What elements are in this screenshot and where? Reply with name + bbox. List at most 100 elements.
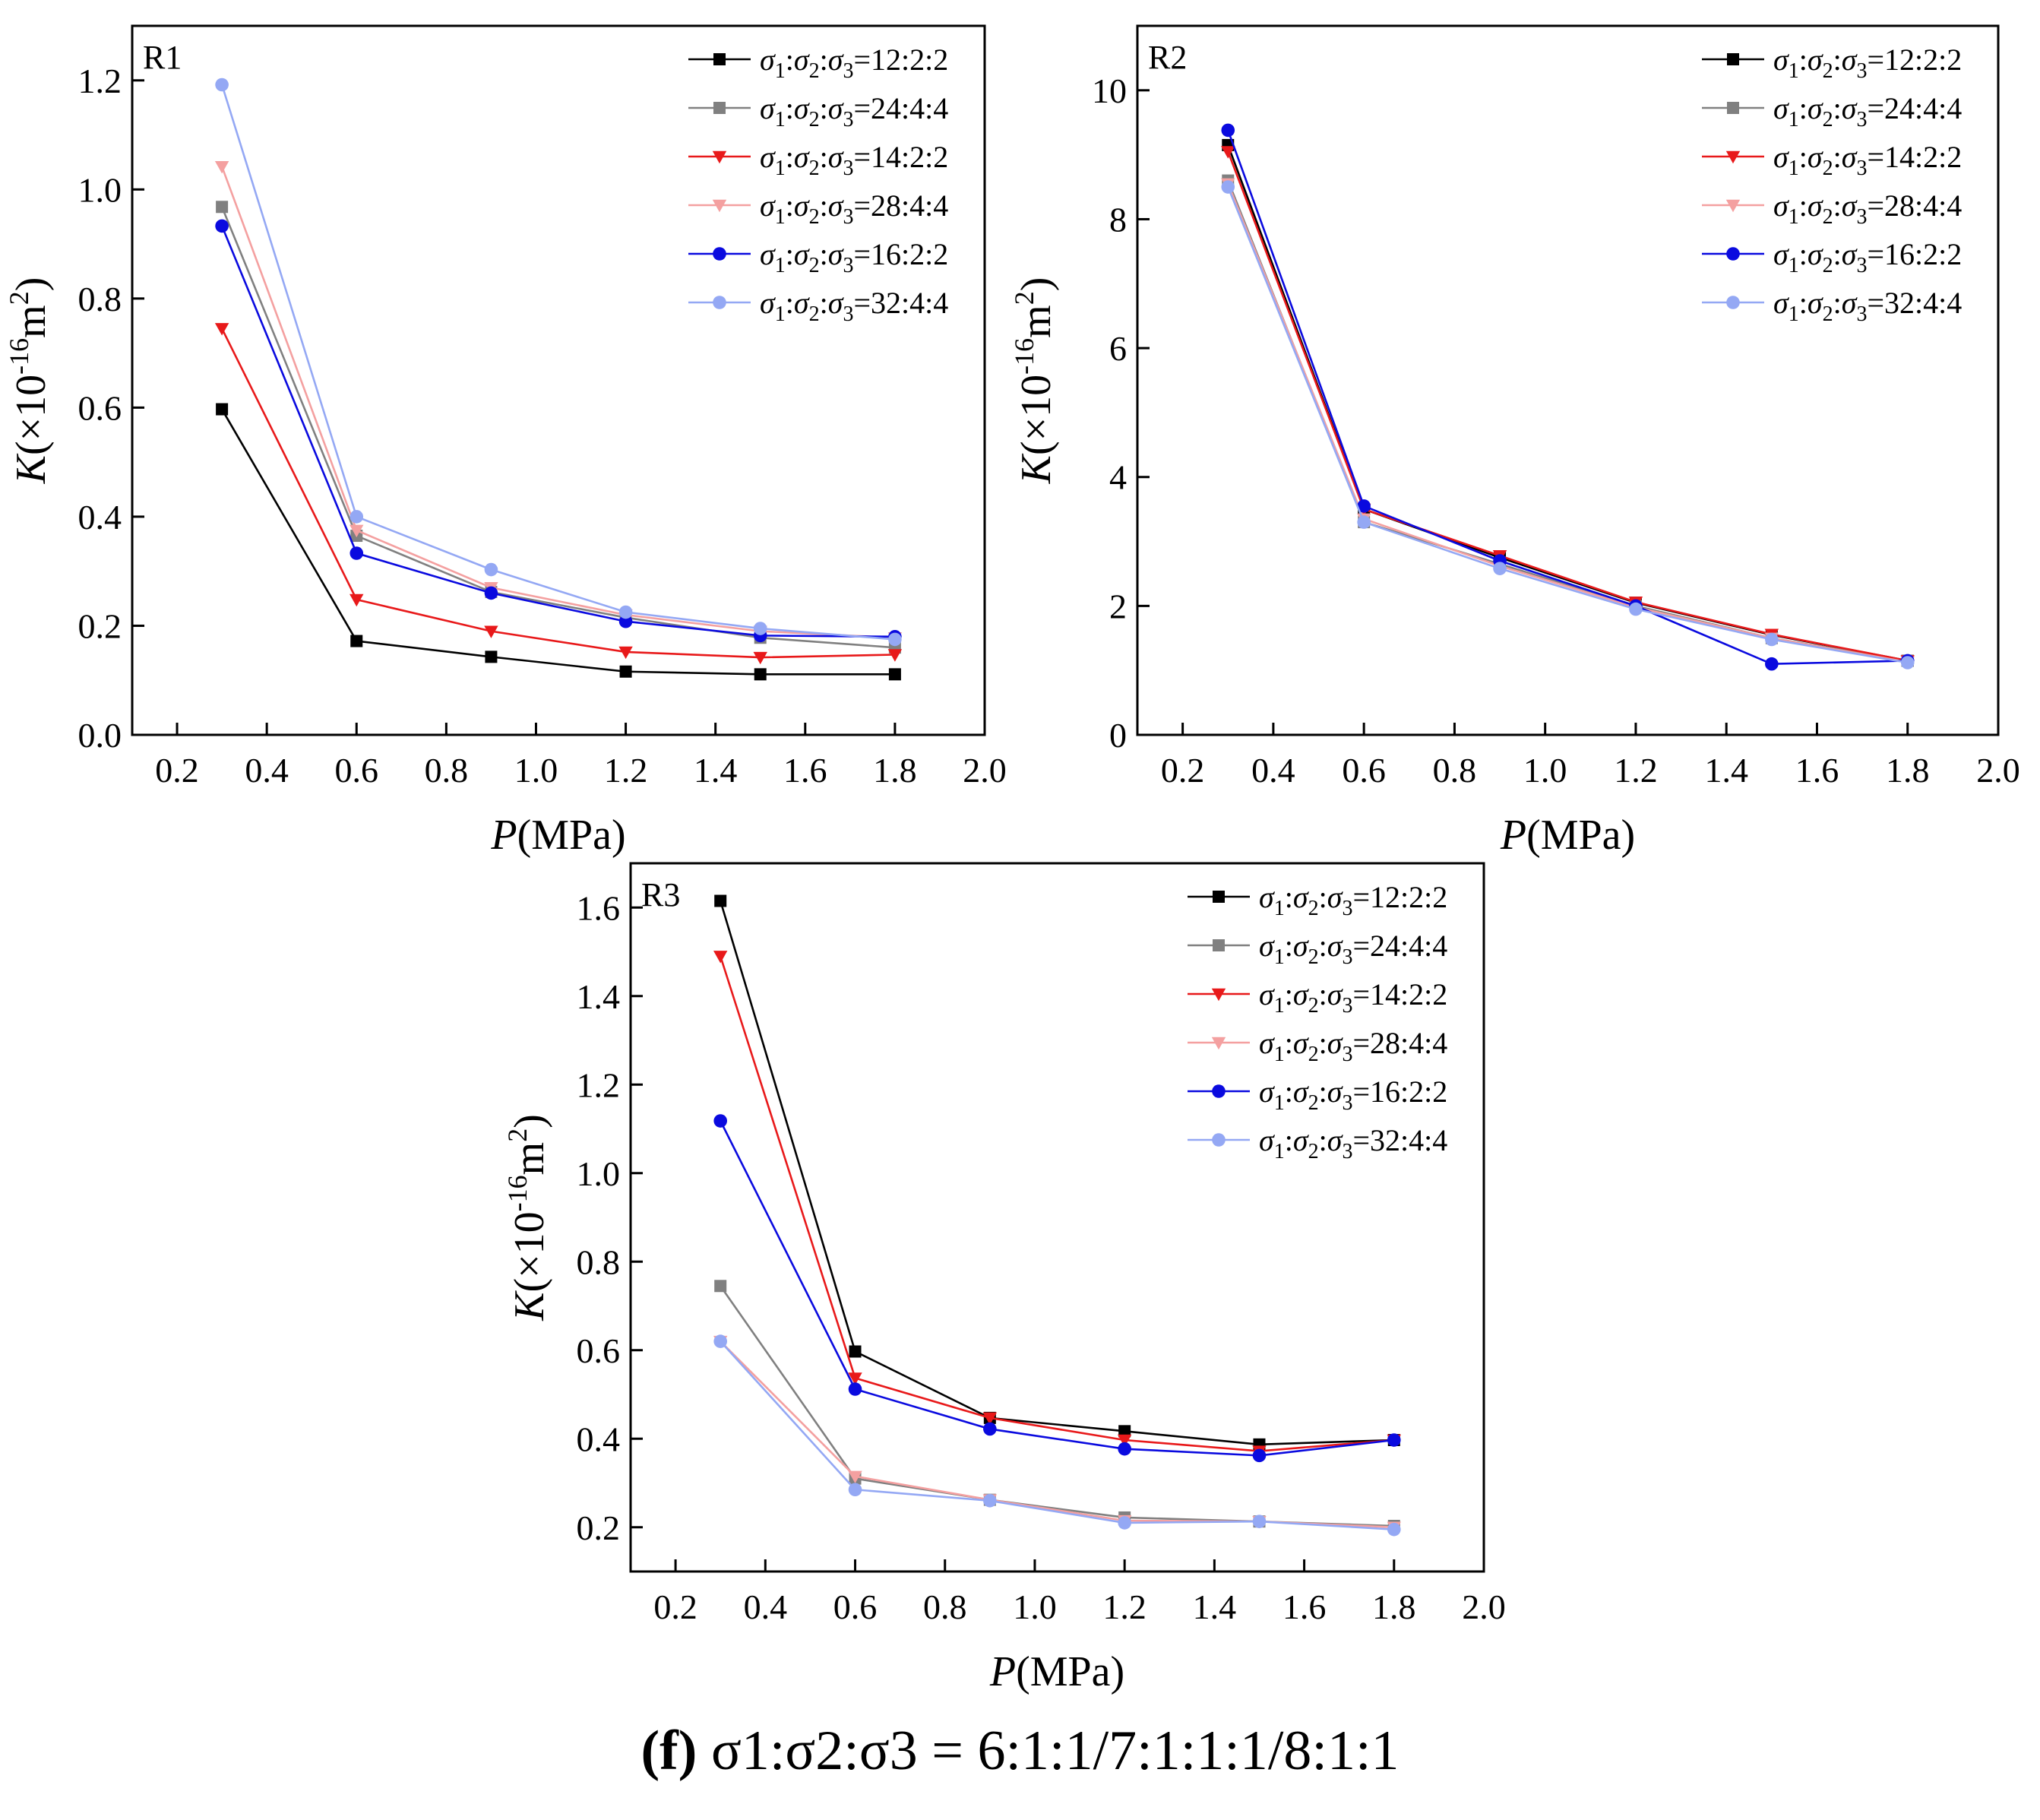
y-tick-label: 6 (1109, 329, 1127, 368)
data-point (216, 403, 229, 416)
legend-label: σ1:σ2:σ3=14:2:2 (1259, 977, 1447, 1018)
legend-entry: σ1:σ2:σ3=32:4:4 (1188, 1123, 1447, 1163)
legend-label: σ1:σ2:σ3=14:2:2 (1773, 140, 1962, 180)
data-point (216, 201, 229, 214)
legend-label: σ1:σ2:σ3=12:2:2 (1773, 43, 1962, 83)
legend-marker (1726, 296, 1740, 309)
series-line (220, 166, 895, 639)
legend-label: σ1:σ2:σ3=16:2:2 (1773, 237, 1962, 277)
x-tick-label: 1.6 (1283, 1587, 1327, 1626)
y-tick-label: 2 (1109, 587, 1127, 625)
data-point (618, 646, 633, 660)
legend-marker (1212, 1133, 1226, 1147)
legend-label: σ1:σ2:σ3=16:2:2 (1259, 1075, 1447, 1115)
legend-marker (1213, 891, 1225, 903)
legend-label: σ1:σ2:σ3=14:2:2 (760, 140, 948, 180)
data-point (983, 1422, 997, 1436)
data-point (1221, 180, 1235, 194)
legend-marker (1212, 1084, 1226, 1098)
data-point (888, 668, 901, 681)
data-point (1252, 1515, 1267, 1528)
x-tick-label: 1.4 (694, 751, 738, 790)
data-point (484, 562, 498, 577)
y-tick-label: 10 (1092, 71, 1127, 110)
series-16-2-2 (713, 1114, 1401, 1463)
data-point (848, 1470, 862, 1483)
data-point (753, 651, 767, 665)
series-line (1227, 150, 1908, 662)
x-tick-label: 1.8 (873, 751, 917, 790)
x-tick-label: 0.8 (923, 1587, 967, 1626)
legend-label: σ1:σ2:σ3=12:2:2 (1259, 880, 1447, 920)
data-point (484, 586, 498, 600)
data-point (713, 1114, 728, 1128)
legend-label: σ1:σ2:σ3=24:4:4 (1773, 91, 1962, 131)
series-line (1227, 129, 1908, 666)
series-28-4-4 (713, 1335, 1401, 1534)
caption-text: σ1:σ2:σ3 = 6:1:1/7:1:1:1/8:1:1 (697, 1720, 1400, 1782)
legend-entry: σ1:σ2:σ3=14:2:2 (1702, 140, 1962, 180)
data-point (848, 1372, 862, 1385)
legend: σ1:σ2:σ3=12:2:2 σ1:σ2:σ3=24:4:4 σ1:σ2:σ3=1… (688, 43, 948, 326)
x-tick-label: 0.4 (744, 1587, 788, 1626)
data-point (215, 78, 229, 92)
caption-letter: (f) (640, 1720, 697, 1782)
series-32-4-4 (713, 1334, 1401, 1537)
x-axis-label: P(MPa) (1500, 812, 1635, 859)
legend: σ1:σ2:σ3=12:2:2 σ1:σ2:σ3=24:4:4 σ1:σ2:σ3=1… (1188, 880, 1447, 1163)
data-point (754, 668, 767, 681)
data-point (1252, 1448, 1267, 1463)
x-tick-label: 0.4 (245, 751, 289, 790)
data-point (983, 1494, 997, 1508)
series-line (720, 1120, 1394, 1457)
data-point (484, 625, 498, 638)
y-tick-label: 0.2 (577, 1508, 621, 1547)
data-point (1357, 515, 1371, 529)
data-point (753, 622, 767, 635)
legend-marker (713, 296, 726, 309)
legend-marker (1211, 988, 1226, 1002)
x-tick-label: 0.8 (1433, 751, 1477, 790)
data-point (350, 635, 363, 647)
panel-label: R1 (143, 39, 182, 76)
data-point (215, 219, 229, 233)
series-line (220, 328, 895, 659)
chart-panel-r3: 0.2 0.4 0.6 0.8 1.0 1.2 1.4 1.6 1.8 2.0 0.2 0.4 0.6 0… (502, 862, 1506, 1695)
legend-entry: σ1:σ2:σ3=28:4:4 (1188, 1026, 1447, 1066)
series-line (220, 206, 895, 649)
legend-label: σ1:σ2:σ3=32:4:4 (1773, 286, 1962, 326)
data-point (1117, 1434, 1132, 1448)
data-point (618, 605, 633, 619)
data-point (485, 650, 498, 663)
legend-marker (713, 247, 726, 261)
y-tick-label: 0.6 (78, 388, 122, 427)
data-point (1221, 123, 1235, 138)
panel-label: R2 (1148, 39, 1187, 76)
x-tick-label: 2.0 (1462, 1587, 1506, 1626)
data-point (1118, 1442, 1131, 1456)
x-tick-label: 1.6 (783, 751, 827, 790)
series-14-2-2 (214, 323, 903, 665)
legend-entry: σ1:σ2:σ3=32:4:4 (688, 286, 948, 326)
y-tick-label: 0.6 (577, 1331, 621, 1370)
data-point (848, 1382, 862, 1396)
data-point (214, 160, 229, 174)
data-point (349, 510, 364, 524)
x-tick-label: 1.8 (1372, 1587, 1416, 1626)
legend-entry: σ1:σ2:σ3=14:2:2 (1188, 977, 1447, 1018)
x-tick-label: 1.4 (1193, 1587, 1237, 1626)
data-point (1118, 1516, 1131, 1530)
data-point (1221, 146, 1235, 159)
data-point (1118, 1425, 1131, 1438)
x-tick-label: 1.0 (514, 751, 558, 790)
plot-frame (1136, 24, 2000, 736)
y-tick-label: 0.8 (78, 280, 122, 318)
data-point (1629, 602, 1643, 616)
x-tick-label: 0.6 (1342, 751, 1386, 790)
data-point (848, 1483, 862, 1497)
y-tick-label: 1.6 (577, 888, 621, 927)
legend-marker (713, 53, 726, 65)
data-point (1765, 632, 1779, 647)
data-point (713, 1334, 728, 1348)
y-tick-label: 0.2 (78, 606, 122, 645)
